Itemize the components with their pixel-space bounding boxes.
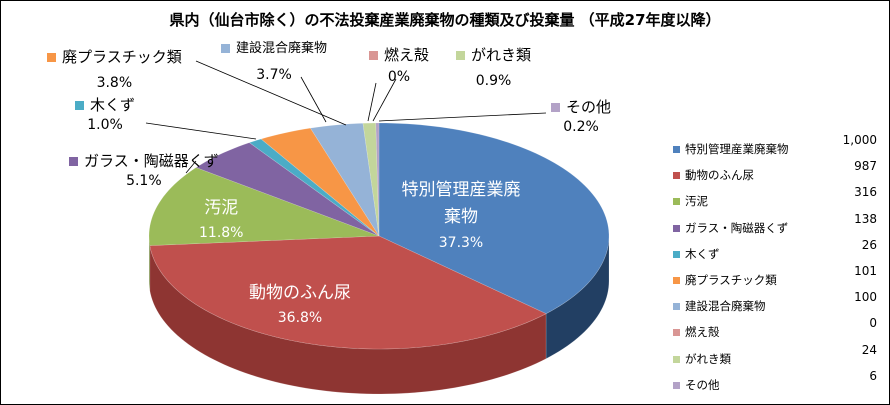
legend-swatch [551, 103, 560, 112]
pie-slice-5 [260, 127, 380, 237]
legend-item: 動物のふん尿 987 [673, 159, 883, 187]
legend-label: その他 [685, 377, 720, 392]
legend-label: 動物のふん尿 [685, 168, 754, 183]
slice-label-percent: 0.9% [475, 73, 512, 89]
legend-swatch [69, 157, 78, 166]
legend-value: 0 [869, 316, 877, 331]
slice-label-name: 木くず [90, 96, 136, 114]
slice-label-name: その他 [566, 98, 612, 116]
legend-item: 建設混合廃棄物 100 [673, 290, 883, 318]
legend-swatch [456, 51, 465, 60]
slice-label-percent: 11.8% [199, 225, 244, 241]
legend-value: 6 [869, 368, 877, 383]
legend-swatch [369, 51, 378, 60]
slice-label-name: 汚泥 [204, 198, 239, 218]
slice-label-percent: 5.1% [126, 173, 162, 189]
leader-line [367, 82, 377, 122]
slice-label-7: 燃え殻 0% [369, 45, 429, 87]
slice-label-6: 建設混合廃棄物 3.7% [221, 39, 327, 85]
legend-swatch [673, 198, 680, 206]
legend-label: 木くず [685, 246, 720, 261]
leader-line [300, 76, 327, 123]
legend-label: 燃え殻 [685, 325, 720, 340]
leader-line [145, 122, 257, 140]
slice-label-percent: 3.7% [256, 67, 292, 83]
legend-value: 138 [854, 211, 877, 226]
slice-label-name: 特別管理産業廃棄物 [401, 180, 521, 227]
slice-label-percent: 37.3% [438, 235, 484, 251]
legend-swatch [673, 146, 680, 153]
chart-title: 県内（仙台市除く）の不法投棄産業廃棄物の種類及び投棄量 （平成27年度以降） [169, 11, 721, 29]
slice-label-name: 建設混合廃棄物 [236, 41, 328, 56]
legend: 特別管理産業廃棄物 1,000 動物のふん尿 987 汚泥 316 ガラス・陶磁器くず 138… [673, 133, 883, 397]
legend-value: 987 [854, 159, 877, 174]
legend-swatch [673, 381, 680, 389]
leader-line [195, 60, 347, 126]
slice-label-percent: 0% [387, 69, 411, 85]
slice-label-name: がれき類 [471, 46, 532, 64]
legend-swatch [673, 303, 680, 311]
legend-label: 特別管理産業廃棄物 [685, 142, 789, 156]
legend-value: 1,000 [842, 133, 877, 147]
legend-item: ガラス・陶磁器くず 138 [673, 211, 883, 240]
legend-swatch [221, 44, 230, 53]
legend-value: 26 [861, 237, 877, 252]
legend-swatch [47, 53, 56, 62]
slice-label-percent: 3.8% [96, 75, 133, 91]
slice-label-3: ガラス・陶磁器くず 5.1% [69, 151, 219, 191]
legend-swatch [673, 276, 680, 284]
legend-value: 101 [854, 263, 877, 278]
legend-swatch [673, 224, 680, 232]
legend-swatch [673, 250, 680, 258]
legend-item: 木くず 26 [673, 237, 883, 266]
legend-label: 建設混合廃棄物 [685, 299, 766, 314]
pie-slice-3 [195, 142, 380, 237]
slice-label-name: ガラス・陶磁器くず [84, 152, 219, 170]
slice-label-5: 廃プラスチック類 3.8% [47, 47, 182, 93]
pie-slice-0 [378, 122, 610, 315]
pie-slice-2 [148, 167, 380, 246]
legend-swatch [75, 101, 84, 110]
legend-label: ガラス・陶磁器くず [685, 220, 789, 235]
legend-item: 燃え殻 0 [673, 316, 883, 344]
legend-item: 汚泥 316 [673, 185, 883, 213]
slice-label-4: 木くず 1.0% [75, 95, 135, 135]
slice-label-2: 汚泥 11.8% [199, 196, 243, 246]
slice-label-name: 動物のふん尿 [249, 283, 351, 303]
legend-swatch [673, 355, 680, 363]
slice-label-percent: 1.0% [87, 117, 123, 133]
legend-value: 100 [854, 290, 877, 305]
legend-value: 24 [861, 342, 877, 357]
legend-swatch [673, 329, 680, 337]
slice-label-0: 特別管理産業廃棄物 37.3% [401, 177, 521, 256]
leader-line [185, 160, 197, 174]
legend-item: 特別管理産業廃棄物 1,000 [673, 133, 883, 161]
slice-label-name: 燃え殻 [384, 46, 430, 64]
legend-item: その他 6 [673, 368, 883, 397]
legend-label: 汚泥 [685, 194, 708, 209]
slice-label-1: 動物のふん尿 36.8% [249, 281, 351, 331]
legend-value: 316 [854, 185, 877, 200]
slice-label-percent: 0.2% [563, 119, 599, 135]
legend-item: 廃プラスチック類 101 [673, 263, 883, 292]
slice-label-8: がれき類 0.9% [456, 45, 531, 91]
slice-label-percent: 36.8% [277, 310, 323, 326]
legend-item: がれき類 24 [673, 342, 883, 371]
leader-line [372, 78, 397, 122]
pie-slice-1 [149, 235, 547, 350]
slice-label-name: 廃プラスチック類 [62, 48, 182, 66]
legend-label: がれき類 [685, 351, 731, 366]
legend-label: 廃プラスチック類 [685, 272, 777, 287]
slice-label-9: その他 0.2% [551, 97, 611, 137]
pie-slice-9 [375, 122, 380, 237]
leader-line [378, 112, 547, 122]
legend-swatch [673, 172, 680, 180]
pie-slice-6 [309, 122, 380, 237]
